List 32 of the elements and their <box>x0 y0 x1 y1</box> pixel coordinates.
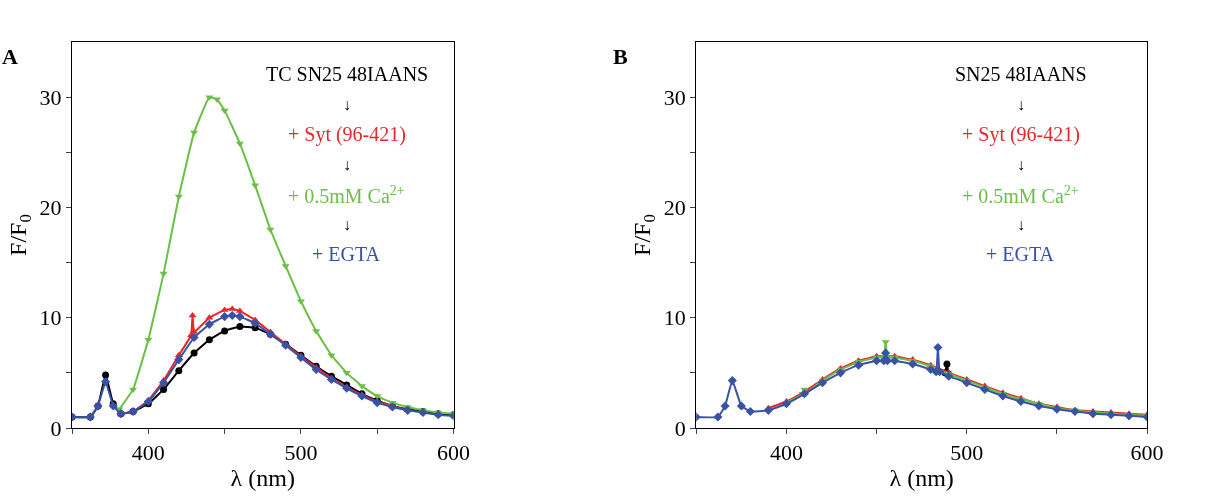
text: + Syt (96-421) <box>962 123 1080 146</box>
annotation: ↓ <box>1017 96 1025 113</box>
text: TC SN25 48IAANS <box>266 63 429 85</box>
chart-title: B <box>613 44 628 69</box>
x-axis-title: λ (nm) <box>889 465 954 492</box>
x-tick-label: 500 <box>950 440 984 466</box>
x-tick-label: 400 <box>131 440 165 466</box>
y-tick-label: 30 <box>39 84 62 110</box>
annotation: ↓ <box>343 96 351 113</box>
text: + 0.5mM Ca$^{2+}$ <box>962 183 1079 208</box>
y-tick-label: 20 <box>663 195 686 221</box>
x-tick-label: 600 <box>1130 440 1164 466</box>
annotation: ↓ <box>343 156 351 173</box>
y-tick-label: 10 <box>39 305 62 331</box>
text: + Syt (96-421) <box>288 123 406 146</box>
series-label: + 0.5mM Ca$^{2+}$ <box>288 183 405 208</box>
y-tick-label: 10 <box>663 305 686 331</box>
annotation: ↓ <box>1017 156 1025 173</box>
text: + EGTA <box>312 243 381 265</box>
y-tick-label: 0 <box>50 415 62 441</box>
annotation: ↓ <box>1017 216 1025 233</box>
x-tick-label: 600 <box>437 440 470 466</box>
x-tick-label: 400 <box>769 440 803 466</box>
y-tick-label: 30 <box>663 84 686 110</box>
y-tick-label: 20 <box>39 195 62 221</box>
y-tick-label: 0 <box>674 415 686 441</box>
x-axis-title: λ (nm) <box>230 465 295 492</box>
text: + EGTA <box>986 243 1055 265</box>
x-tick-label: 500 <box>284 440 318 466</box>
annotation: ↓ <box>343 216 351 233</box>
text: SN25 48IAANS <box>955 63 1087 85</box>
chart-title: A <box>2 44 18 69</box>
